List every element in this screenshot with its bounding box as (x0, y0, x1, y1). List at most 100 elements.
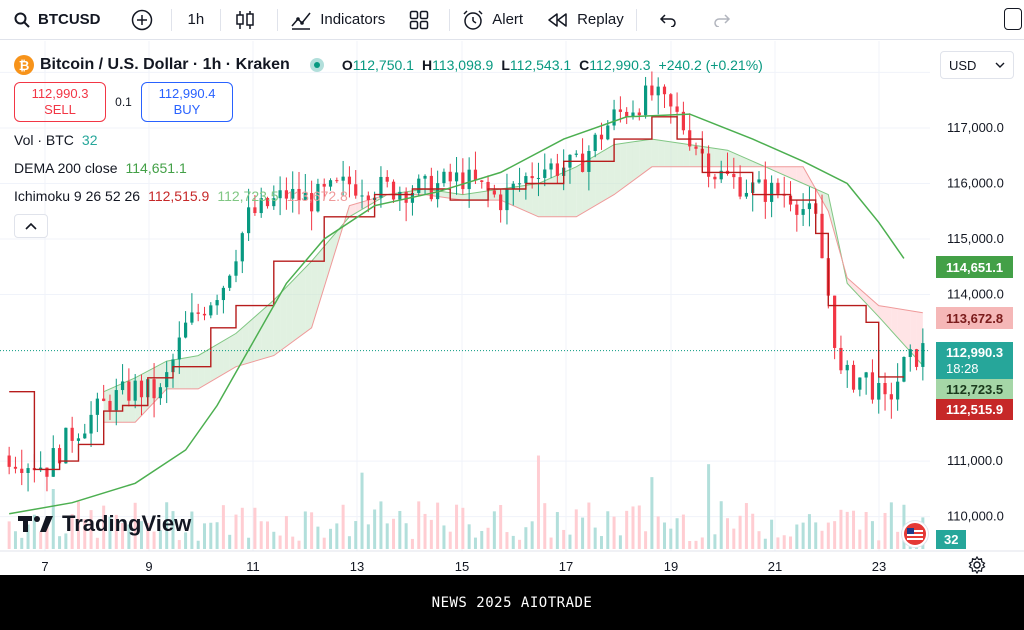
candle-body (335, 180, 339, 182)
tradingview-logo[interactable]: TradingView (18, 511, 191, 537)
cloud-segment (658, 139, 665, 167)
volume-bar (70, 514, 74, 549)
cloud-segment (305, 261, 312, 333)
economic-event-flag-icon[interactable] (902, 521, 928, 547)
volume-bar (713, 534, 717, 549)
volume-bar (423, 513, 427, 549)
volume-bar (669, 528, 673, 549)
volume-bar (373, 509, 377, 549)
sell-button[interactable]: 112,990.3 SELL (14, 82, 106, 122)
volume-bar (877, 540, 881, 549)
volume-bar (64, 533, 68, 549)
volume-bar (190, 511, 194, 549)
search-icon (14, 12, 30, 28)
candle-body (744, 192, 749, 197)
volume-bar (555, 512, 559, 549)
candle-body (524, 176, 528, 184)
candle-body (499, 194, 503, 211)
candle-body (76, 438, 81, 441)
candle-body (757, 179, 761, 183)
symbol-title[interactable]: Bitcoin / U.S. Dollar · 1h · Kraken (40, 56, 290, 73)
volume-bar (618, 535, 622, 549)
alert-button[interactable]: Alert (450, 0, 535, 40)
cloud-segment (443, 191, 451, 199)
trade-panel: 112,990.3 SELL 0.1 112,990.4 BUY (14, 82, 233, 122)
candle-body (303, 193, 307, 201)
cloud-segment (733, 152, 741, 167)
candle-body (209, 305, 213, 316)
replay-button[interactable]: Replay (535, 0, 636, 40)
volume-bar (499, 504, 503, 549)
leading-span-b-line (103, 166, 923, 423)
price-chart[interactable]: 118,000.0117,000.0116,000.0115,000.0114,… (0, 41, 1024, 575)
redo-button[interactable] (699, 0, 753, 40)
dema-name: DEMA 200 close (14, 160, 118, 176)
volume-bar (606, 511, 610, 549)
candle-body (820, 213, 824, 259)
interval-button[interactable]: 1h (172, 0, 221, 40)
cloud-segment (878, 305, 886, 324)
cloud-segment (582, 159, 589, 214)
volume-bar (215, 522, 219, 549)
volume-bar (726, 518, 730, 549)
chart-type-button[interactable] (221, 0, 277, 40)
cloud-segment (475, 191, 482, 201)
dema-legend[interactable]: DEMA 200 close 114,651.1 (14, 160, 187, 176)
symbol-search[interactable]: BTCUSD (0, 0, 111, 40)
currency-value: USD (949, 57, 977, 73)
cloud-segment (191, 355, 199, 389)
compare-button[interactable] (111, 0, 171, 40)
volume-bar (644, 531, 648, 549)
chart-area[interactable]: 118,000.0117,000.0116,000.0115,000.0114,… (0, 41, 1024, 575)
cloud-segment (689, 144, 696, 167)
candle-body (133, 380, 137, 401)
lead-b-price-tag: 113,672.8 (936, 307, 1013, 329)
collapse-legend-button[interactable] (14, 214, 48, 238)
volume-bar (789, 536, 793, 549)
ichimoku-legend[interactable]: Ichimoku 9 26 52 26 112,515.9 112,723.5 … (14, 188, 348, 204)
volume-bar (360, 472, 364, 549)
cloud-segment (103, 388, 110, 423)
volume-bar (518, 539, 522, 549)
candle-body (253, 207, 257, 214)
candle-body (763, 179, 767, 202)
cloud-segment (601, 148, 608, 202)
volume-bar (650, 477, 654, 549)
buy-button[interactable]: 112,990.4 BUY (141, 82, 233, 122)
candle-body (328, 180, 333, 187)
volume-bar (631, 506, 635, 549)
candle-body (870, 372, 875, 400)
cloud-segment (847, 277, 854, 291)
cloud-segment (897, 308, 904, 345)
volume-bar (76, 501, 80, 549)
open-value: 112,750.1 (352, 57, 414, 73)
time-axis-label: 11 (246, 559, 260, 574)
candle-body (606, 125, 610, 140)
candle-body (461, 172, 465, 190)
layouts-button[interactable] (397, 0, 449, 40)
volume-bar (511, 535, 515, 549)
volume-bar (247, 537, 251, 549)
cloud-segment (519, 185, 526, 212)
cloud-segment (229, 333, 236, 371)
currency-select[interactable]: USD (940, 51, 1014, 79)
indicators-button[interactable]: Indicators (278, 0, 397, 40)
cloud-segment (563, 169, 570, 217)
candle-body (51, 448, 55, 477)
axis-settings-button[interactable] (968, 555, 986, 579)
market-open-icon[interactable] (309, 58, 324, 72)
volume-bar (152, 531, 156, 549)
time-axis[interactable]: 7 9 11 13 15 17 19 21 23 (0, 550, 1024, 574)
volume-legend[interactable]: Vol · BTC 32 (14, 132, 97, 148)
candle-body (574, 153, 578, 155)
cloud-segment (462, 193, 470, 201)
candle-body (839, 347, 843, 371)
fullscreen-button[interactable] (1004, 8, 1022, 30)
candle-body (599, 134, 604, 140)
time-axis-label: 17 (559, 559, 573, 574)
candle-body (770, 182, 774, 202)
cloud-segment (185, 356, 192, 389)
price-axis[interactable]: 118,000.0117,000.0116,000.0115,000.0114,… (947, 64, 1004, 523)
candle-body (536, 177, 541, 179)
undo-button[interactable] (637, 0, 699, 40)
